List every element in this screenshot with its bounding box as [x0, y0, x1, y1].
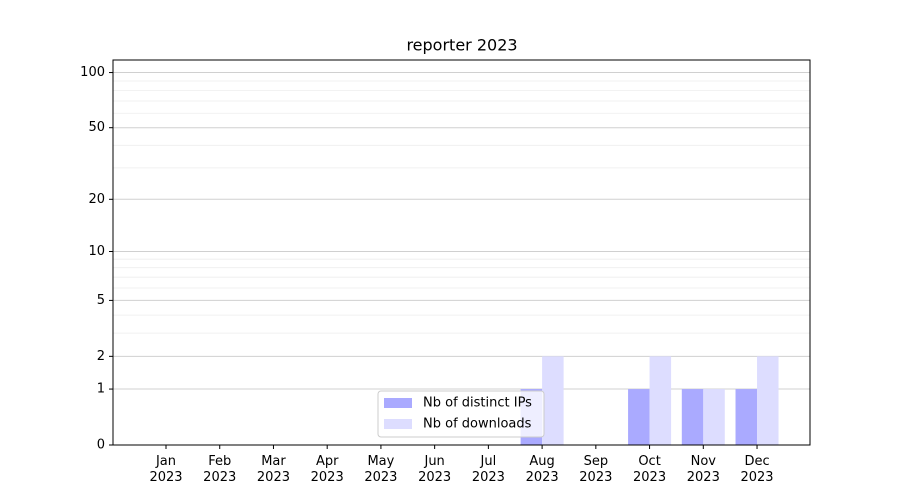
y-tick-label: 2: [97, 349, 105, 364]
legend-label: Nb of downloads: [423, 417, 532, 432]
x-tick-label-line: Jul: [480, 454, 497, 469]
plot-frame: [112, 59, 811, 446]
x-tick-label-line: 2023: [526, 470, 559, 485]
bar: [628, 389, 650, 445]
x-tick-label: Jun 2023: [418, 454, 451, 485]
x-tick-label-line: 2023: [149, 470, 182, 485]
x-tick-label-line: Feb: [208, 454, 231, 469]
x-tick-label-line: Oct: [638, 454, 660, 469]
x-tick-label-line: 2023: [687, 470, 720, 485]
x-tick-label-line: 2023: [418, 470, 451, 485]
x-tick-label-line: 2023: [203, 470, 236, 485]
y-tick-label: 20: [88, 192, 105, 207]
x-tick-label-line: May: [367, 454, 394, 469]
legend-box: [377, 390, 545, 438]
x-tick-label: Jul 2023: [472, 454, 505, 485]
x-tick-label: Sep 2023: [579, 454, 612, 485]
x-tick-label: Jan 2023: [149, 454, 182, 485]
x-tick-label: Nov 2023: [687, 454, 720, 485]
y-tick-label: 0: [97, 438, 105, 453]
x-tick-label-line: 2023: [579, 470, 612, 485]
legend-swatch: [384, 419, 412, 429]
legend-swatch: [384, 398, 412, 408]
x-tick-label: Mar 2023: [257, 454, 290, 485]
y-tick-label: 10: [88, 244, 105, 259]
x-tick-label-line: 2023: [257, 470, 290, 485]
chart-title: reporter 2023: [406, 36, 517, 55]
x-tick-label-line: Apr: [316, 454, 339, 469]
x-tick-label-line: Jan: [155, 454, 176, 469]
x-tick-label-line: 2023: [472, 470, 505, 485]
x-tick-label-line: Sep: [584, 454, 609, 469]
bar: [649, 356, 672, 445]
bar: [681, 389, 704, 445]
x-tick-label-line: Mar: [261, 454, 286, 469]
x-tick-label: Apr 2023: [311, 454, 344, 485]
x-tick-label-line: Jun: [423, 454, 444, 469]
x-tick-label-line: 2023: [311, 470, 344, 485]
x-tick-label-line: Aug: [529, 454, 554, 469]
x-tick-label-line: 2023: [740, 470, 773, 485]
y-tick-label: 1: [97, 382, 105, 397]
x-tick-label-line: 2023: [364, 470, 397, 485]
y-tick-label: 5: [97, 293, 105, 308]
bar: [735, 389, 758, 445]
y-tick-label: 50: [88, 120, 105, 135]
bar: [757, 356, 779, 445]
x-tick-label-line: Nov: [691, 454, 717, 469]
x-tick-label: Aug 2023: [526, 454, 559, 485]
x-tick-label-line: 2023: [633, 470, 666, 485]
x-tick-label: Feb 2023: [203, 454, 236, 485]
y-tick-label: 100: [80, 65, 105, 80]
bar: [703, 389, 725, 445]
x-tick-label: May 2023: [364, 454, 397, 485]
x-tick-label: Dec 2023: [740, 454, 773, 485]
bar: [542, 356, 564, 445]
x-tick-label: Oct 2023: [633, 454, 666, 485]
legend-label: Nb of distinct IPs: [423, 396, 532, 411]
x-tick-label-line: Dec: [744, 454, 769, 469]
